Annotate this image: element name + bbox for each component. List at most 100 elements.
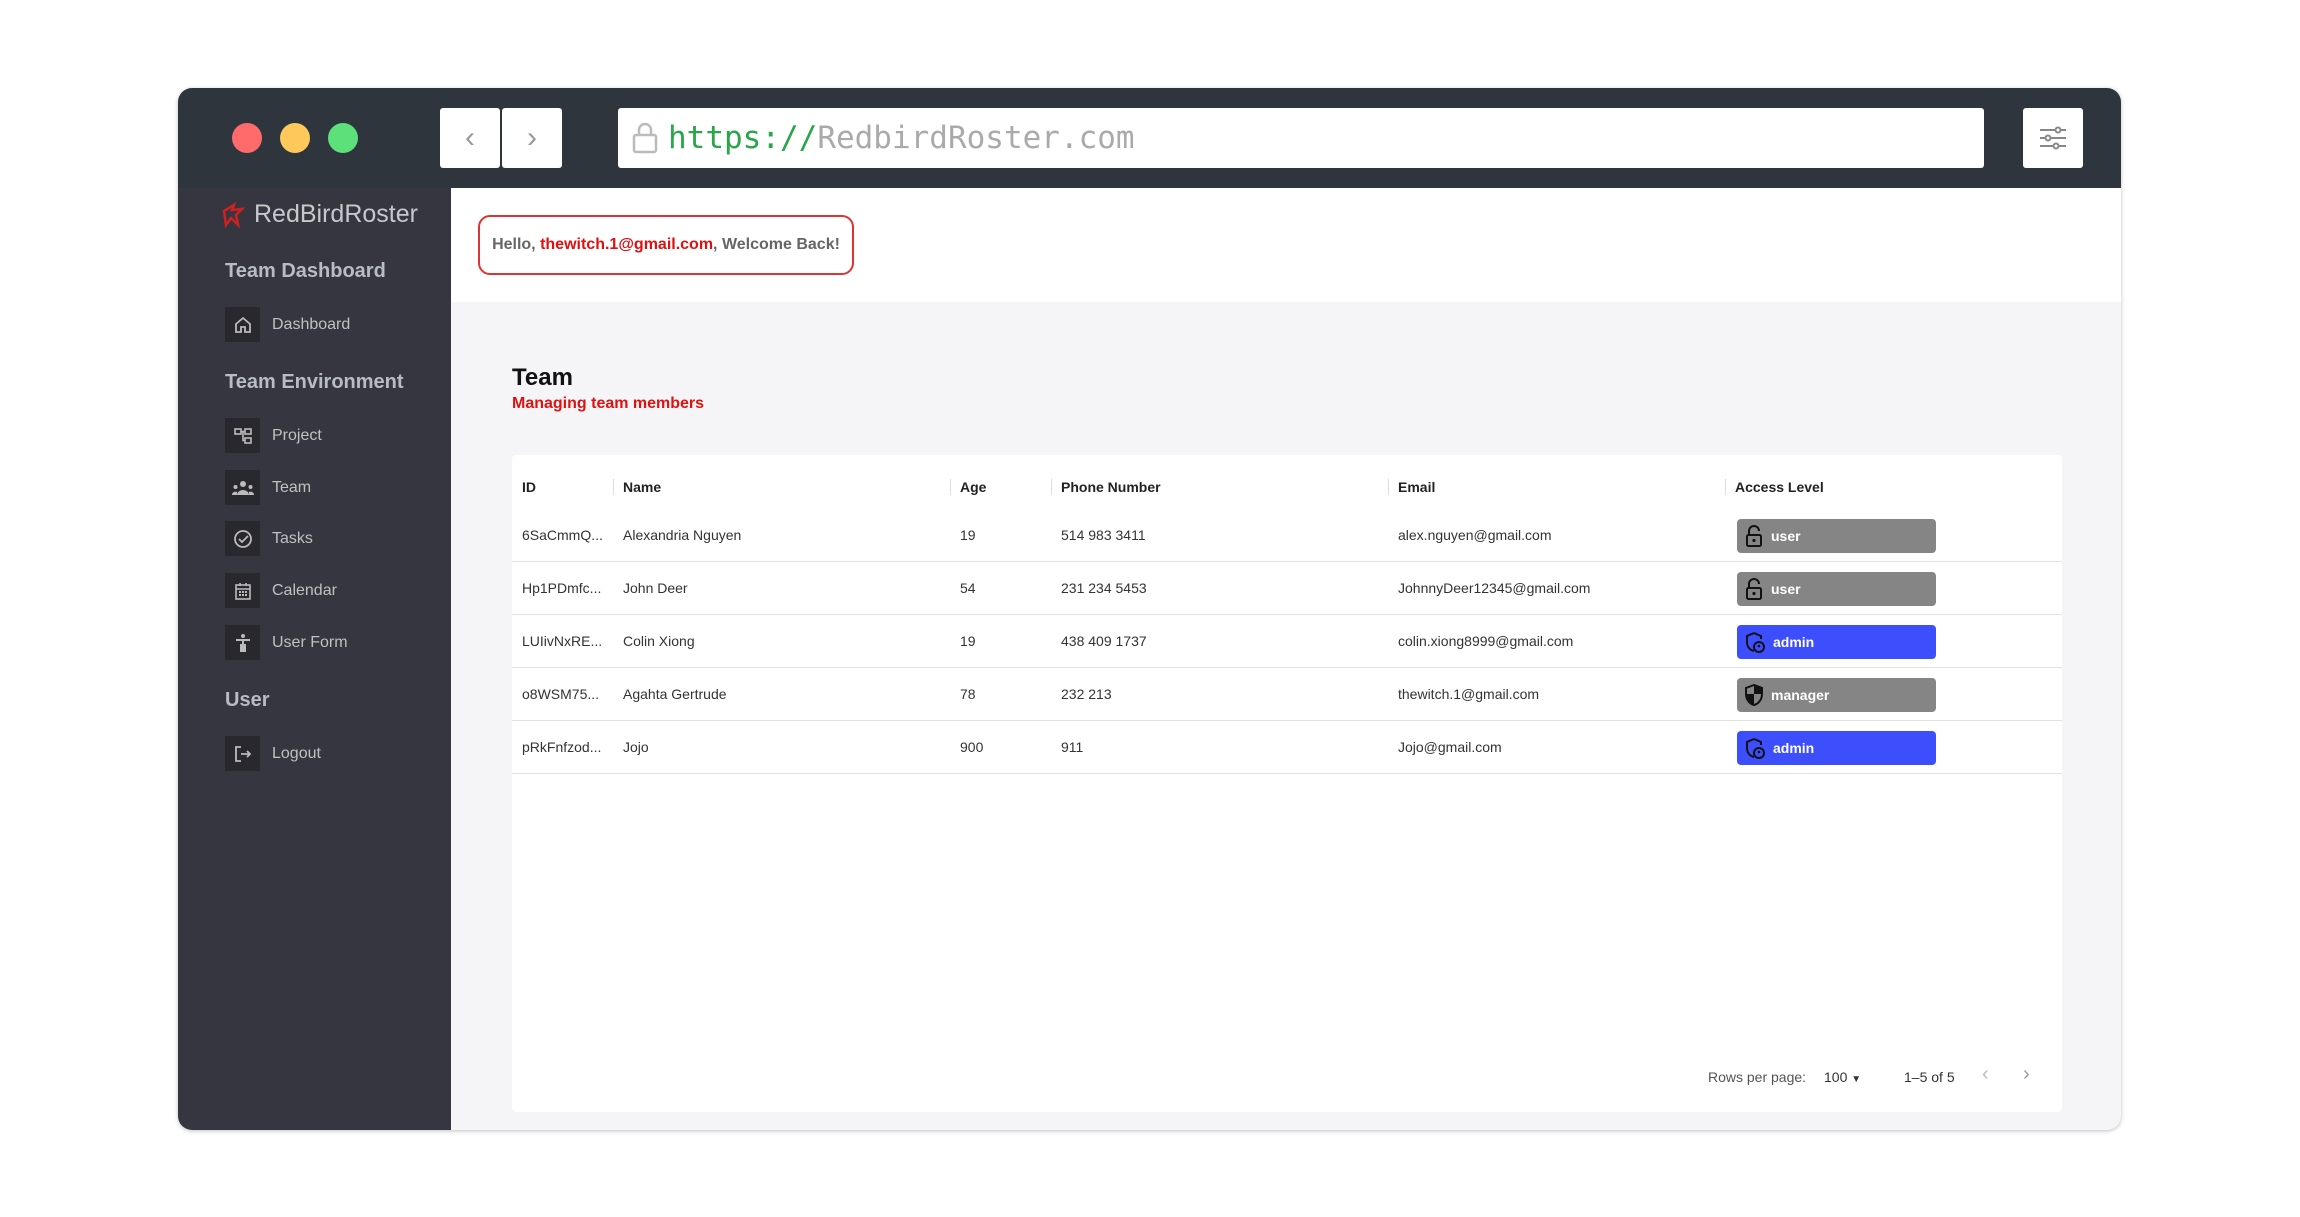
browser-titlebar: ‹ › https://RedbirdRoster.com xyxy=(178,88,2121,188)
cell-id: LUIivNxRE... xyxy=(522,633,603,649)
lock-open-icon xyxy=(1745,525,1763,547)
pagination-range: 1–5 of 5 xyxy=(1904,1069,1955,1085)
cell-id: 6SaCmmQ... xyxy=(522,527,603,543)
welcome-banner: Hello, thewitch.1@gmail.com, Welcome Bac… xyxy=(478,215,854,275)
column-separator[interactable] xyxy=(1388,479,1389,495)
rows-per-page-value: 100 xyxy=(1824,1069,1848,1085)
column-separator[interactable] xyxy=(950,479,951,495)
user-email: thewitch.1@gmail.com xyxy=(540,236,714,253)
page-title: Team xyxy=(512,364,573,391)
cell-name: Agahta Gertrude xyxy=(623,686,727,702)
lock-icon xyxy=(632,122,658,154)
main-content: Hello, thewitch.1@gmail.com, Welcome Bac… xyxy=(451,188,2121,1130)
column-separator[interactable] xyxy=(613,479,614,495)
sidebar-item-label: User Form xyxy=(272,633,348,651)
column-separator[interactable] xyxy=(1725,479,1726,495)
lock-open-icon xyxy=(1745,578,1763,600)
cell-name: Jojo xyxy=(623,739,649,755)
access-level-badge: user xyxy=(1737,572,1936,606)
accessibility-icon xyxy=(225,625,260,660)
access-level-badge: user xyxy=(1737,519,1936,553)
table-row[interactable]: pRkFnfzod... Jojo 900 911 Jojo@gmail.com admi… xyxy=(512,721,2062,774)
rows-per-page-label: Rows per page: xyxy=(1708,1069,1807,1085)
sidebar-item-user-form[interactable]: User Form xyxy=(225,625,348,660)
browser-settings-button[interactable] xyxy=(2023,108,2083,168)
sidebar-item-label: Logout xyxy=(272,744,321,762)
cell-id: o8WSM75... xyxy=(522,686,600,702)
people-icon xyxy=(225,470,260,505)
column-separator[interactable] xyxy=(1051,479,1052,495)
cell-phone: 231 234 5453 xyxy=(1061,580,1147,596)
column-header-id[interactable]: ID xyxy=(522,479,536,495)
access-level-label: user xyxy=(1771,528,1801,544)
admin-shield-icon xyxy=(1745,631,1765,653)
sidebar-item-dashboard[interactable]: Dashboard xyxy=(225,307,350,342)
sidebar-item-label: Project xyxy=(272,426,322,444)
sidebar-item-label: Tasks xyxy=(272,529,313,547)
cell-phone: 438 409 1737 xyxy=(1061,633,1147,649)
cell-phone: 911 xyxy=(1061,739,1084,755)
access-level-label: admin xyxy=(1773,740,1815,756)
greeting-prefix: Hello, xyxy=(492,236,541,253)
cell-email: thewitch.1@gmail.com xyxy=(1398,686,1540,702)
sidebar-item-label: Team xyxy=(272,478,312,496)
sidebar-item-project[interactable]: Project xyxy=(225,418,322,453)
access-level-badge: manager xyxy=(1737,678,1936,712)
project-tree-icon xyxy=(225,418,260,453)
back-button[interactable]: ‹ xyxy=(440,108,500,168)
sidebar-item-logout[interactable]: Logout xyxy=(225,736,321,771)
calendar-icon xyxy=(225,573,260,608)
maximize-window-button[interactable] xyxy=(328,123,358,153)
table-row[interactable]: 6SaCmmQ... Alexandria Nguyen 19 514 983 341… xyxy=(512,509,2062,562)
address-bar[interactable]: https://RedbirdRoster.com xyxy=(618,108,1984,168)
url-protocol: https:// xyxy=(668,120,818,156)
team-table: ID Name Age Phone Number Email Access Le… xyxy=(512,455,2062,1112)
chevron-left-icon: ‹ xyxy=(465,121,475,154)
access-level-badge: admin xyxy=(1737,625,1936,659)
close-window-button[interactable] xyxy=(232,123,262,153)
sidebar-item-calendar[interactable]: Calendar xyxy=(225,573,337,608)
cell-age: 19 xyxy=(960,633,976,649)
cell-age: 19 xyxy=(960,527,976,543)
cell-age: 900 xyxy=(960,739,984,755)
cell-id: pRkFnfzod... xyxy=(522,739,602,755)
brand-logo[interactable]: RedBirdRoster xyxy=(220,200,418,229)
cell-phone: 514 983 3411 xyxy=(1061,527,1146,543)
rows-per-page-select[interactable]: 100 ▼ xyxy=(1824,1069,1861,1085)
table-row[interactable]: o8WSM75... Agahta Gertrude 78 232 213 thewit… xyxy=(512,668,2062,721)
column-header-email[interactable]: Email xyxy=(1398,479,1436,495)
access-level-label: manager xyxy=(1771,687,1830,703)
cell-name: John Deer xyxy=(623,580,688,596)
minimize-window-button[interactable] xyxy=(280,123,310,153)
cell-phone: 232 213 xyxy=(1061,686,1112,702)
column-header-phone[interactable]: Phone Number xyxy=(1061,479,1161,495)
top-header: Hello, thewitch.1@gmail.com, Welcome Bac… xyxy=(451,188,2121,302)
previous-page-button[interactable]: ‹ xyxy=(1982,1063,1989,1085)
access-level-label: user xyxy=(1771,581,1801,597)
sidebar: RedBirdRoster Team Dashboard Dashboard T… xyxy=(178,188,451,1130)
security-shield-icon xyxy=(1745,684,1763,706)
column-header-age[interactable]: Age xyxy=(960,479,987,495)
cell-name: Alexandria Nguyen xyxy=(623,527,742,543)
admin-shield-icon xyxy=(1745,737,1765,759)
column-header-access-level[interactable]: Access Level xyxy=(1735,479,1824,495)
section-title-team-dashboard: Team Dashboard xyxy=(225,260,386,282)
access-level-label: admin xyxy=(1773,634,1815,650)
logout-icon xyxy=(225,736,260,771)
sliders-icon xyxy=(2040,126,2066,150)
brand-name: RedBirdRoster xyxy=(254,200,418,228)
access-level-badge: admin xyxy=(1737,731,1936,765)
browser-window: ‹ › https://RedbirdRoster.com RedBirdRos… xyxy=(178,88,2121,1130)
sidebar-item-tasks[interactable]: Tasks xyxy=(225,521,313,556)
page-subtitle: Managing team members xyxy=(512,395,705,412)
next-page-button[interactable]: › xyxy=(2023,1063,2030,1085)
table-row[interactable]: LUIivNxRE... Colin Xiong 19 438 409 1737 col… xyxy=(512,615,2062,668)
cell-email: colin.xiong8999@gmail.com xyxy=(1398,633,1574,649)
cell-age: 54 xyxy=(960,580,976,596)
chevron-right-icon: › xyxy=(527,121,537,154)
column-header-name[interactable]: Name xyxy=(623,479,662,495)
cell-email: Jojo@gmail.com xyxy=(1398,739,1502,755)
table-row[interactable]: Hp1PDmfc... John Deer 54 231 234 5453 Johnny… xyxy=(512,562,2062,615)
forward-button[interactable]: › xyxy=(502,108,562,168)
sidebar-item-team[interactable]: Team xyxy=(225,470,311,505)
